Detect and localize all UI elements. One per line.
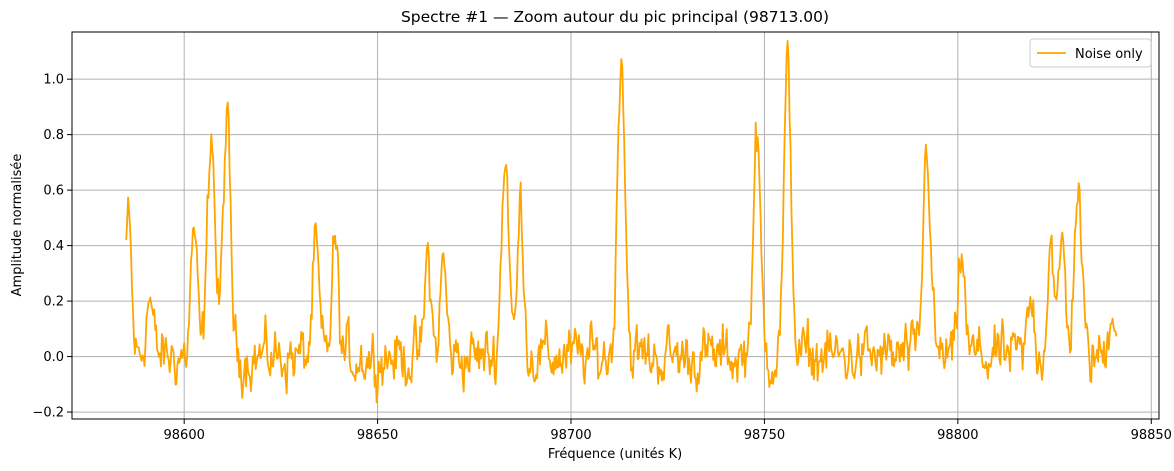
y-tick-label: 0.6: [43, 184, 64, 199]
y-tick-label: 0.2: [43, 295, 64, 310]
x-tick-label: 98650: [357, 428, 398, 443]
series-layer: [125, 40, 1118, 404]
x-tick-label: 98850: [1131, 428, 1172, 443]
x-tick-label: 98750: [744, 428, 785, 443]
y-tick-label: 0.8: [43, 128, 64, 143]
legend-label-noise-only: Noise only: [1075, 47, 1143, 62]
x-axis-title: Fréquence (unités K): [548, 447, 682, 462]
legend-box: [1029, 38, 1152, 68]
x-axis: 98600 98650 98700 98750 98800 98850: [164, 419, 1172, 443]
x-tick-label: 98600: [164, 428, 205, 443]
series-line-noise-only: [125, 40, 1118, 404]
y-tick-label: 1.0: [43, 73, 64, 88]
legend: Noise only: [1029, 38, 1152, 68]
y-axis-title: Amplitude normalisée: [10, 154, 25, 297]
chart-title: Spectre #1 — Zoom autour du pic principa…: [401, 8, 829, 26]
y-tick-label: 0.4: [43, 239, 64, 254]
y-tick-label: −0.2: [32, 406, 64, 421]
y-axis: −0.2 0.0 0.2 0.4 0.6 0.8 1.0: [32, 73, 72, 421]
x-tick-label: 98800: [937, 428, 978, 443]
plot-frame: [71, 31, 1160, 420]
x-tick-label: 98700: [550, 428, 591, 443]
y-tick-label: 0.0: [43, 350, 64, 365]
